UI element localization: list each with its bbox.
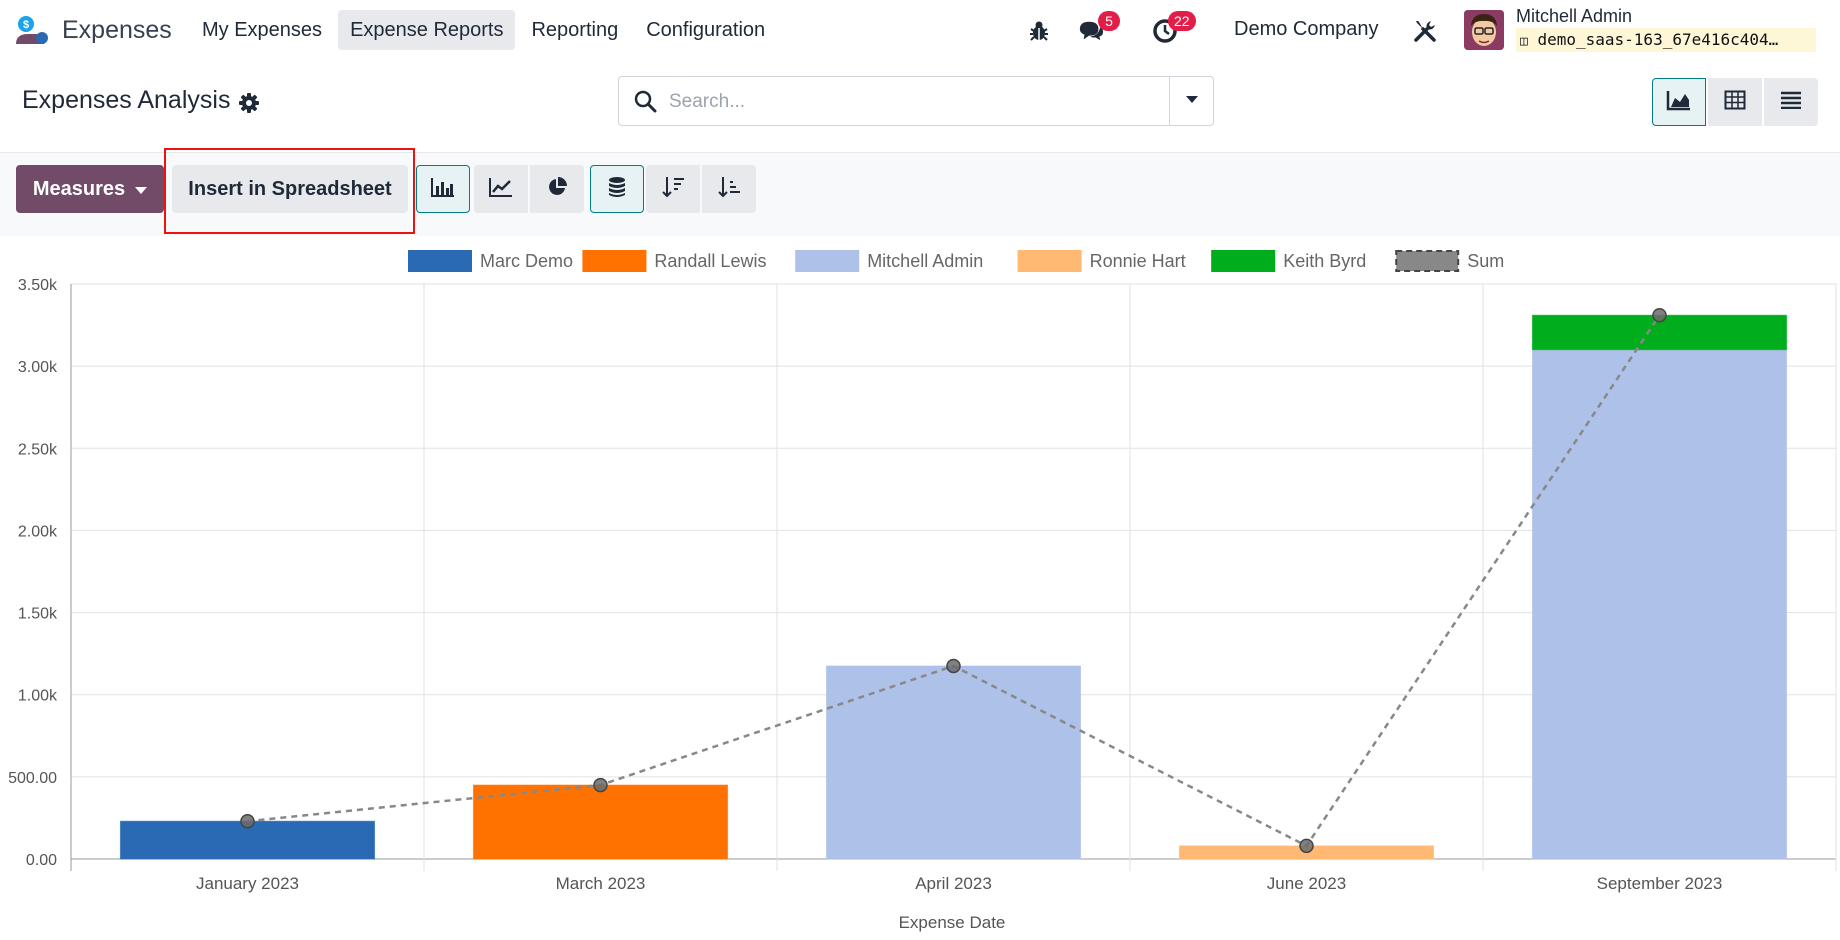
y-axis-ticks: 0.00 500.00 1.00k 1.50k 2.00k 2.50k 3.00k 3.50k: [8, 277, 58, 869]
sort-descending-button[interactable]: [646, 165, 700, 213]
sum-line: [240, 307, 1667, 854]
top-navbar: $ Expenses My Expenses Expense Reports R…: [0, 0, 1840, 60]
bar: [825, 665, 1082, 860]
legend-swatch: [1395, 250, 1460, 272]
legend-label: Keith Byrd: [1283, 251, 1366, 271]
menu-reporting[interactable]: Reporting: [531, 18, 619, 41]
sort-ascending-button[interactable]: [702, 165, 756, 213]
bug-icon[interactable]: [1026, 18, 1052, 44]
user-name[interactable]: Mitchell Admin: [1516, 6, 1633, 26]
legend-swatch: [1211, 250, 1276, 272]
legend-swatch: [582, 250, 647, 272]
activities-badge: 22: [1168, 11, 1196, 31]
bar-chart-icon: [431, 177, 455, 202]
caret-down-icon: [1185, 92, 1199, 110]
search-icon: [633, 89, 657, 113]
messages-badge: 5: [1098, 11, 1120, 31]
database-name: ◫ demo_saas-163_67e416c404…: [1516, 28, 1816, 52]
insert-in-spreadsheet-button[interactable]: Insert in Spreadsheet: [172, 165, 408, 213]
user-avatar[interactable]: [1464, 10, 1504, 50]
svg-text:$: $: [23, 19, 29, 31]
legend-label: Ronnie Hart: [1090, 251, 1186, 271]
pie-chart-button[interactable]: [530, 165, 584, 213]
line-chart-icon: [489, 177, 513, 202]
x-tick-label: March 2023: [556, 874, 646, 893]
page-title: Expenses Analysis: [22, 86, 231, 114]
expenses-bar-chart: Marc Demo Randall Lewis Mitchell Admin Ronn…: [8, 250, 1837, 932]
main-menu: My Expenses Expense Reports Reporting Co…: [190, 10, 777, 50]
stacked-toggle-button[interactable]: [590, 165, 644, 213]
legend-label: Marc Demo: [480, 251, 573, 271]
y-tick-label: 2.00k: [18, 523, 58, 540]
sort-ascending-icon: [717, 176, 741, 203]
messages-icon[interactable]: [1078, 18, 1104, 44]
x-axis-ticks: January 2023 March 2023 April 2023 June 202…: [196, 874, 1722, 893]
table-grid-icon: [1724, 90, 1746, 115]
menu-expense-reports[interactable]: Expense Reports: [338, 10, 516, 50]
y-tick-label: 0.00: [26, 852, 57, 869]
sum-point: [1299, 838, 1314, 854]
graph-view-button[interactable]: [1652, 78, 1706, 126]
company-switcher[interactable]: Demo Company: [1234, 18, 1379, 40]
database-icon: ◫: [1520, 34, 1528, 49]
y-tick-label: 1.50k: [18, 606, 58, 623]
list-view-button[interactable]: [1764, 78, 1818, 126]
x-tick-label: June 2023: [1267, 874, 1346, 893]
sum-point: [946, 658, 961, 674]
x-tick-label: January 2023: [196, 874, 299, 893]
search-options-toggle[interactable]: [1169, 77, 1213, 125]
measures-label: Measures: [32, 177, 126, 200]
y-tick-label: 500.00: [8, 770, 57, 787]
area-chart-icon: [1666, 89, 1692, 116]
bar: [1531, 349, 1788, 860]
chart-legend: Marc Demo Randall Lewis Mitchell Admin Ronn…: [408, 250, 1504, 272]
legend-label: Sum: [1467, 251, 1504, 271]
pie-chart-icon: [546, 176, 568, 203]
line-chart-button[interactable]: [474, 165, 528, 213]
legend-swatch: [1017, 250, 1082, 272]
activities-clock-icon[interactable]: [1152, 18, 1178, 44]
tools-icon[interactable]: [1412, 18, 1438, 44]
sum-point: [1652, 307, 1667, 323]
search-input[interactable]: [669, 87, 1139, 117]
legend-label: Randall Lewis: [654, 251, 766, 271]
legend-swatch: [408, 250, 472, 272]
caret-down-icon: [135, 178, 148, 201]
menu-my-expenses[interactable]: My Expenses: [202, 18, 323, 41]
sort-descending-icon: [661, 176, 685, 203]
gear-icon[interactable]: [238, 92, 260, 114]
x-tick-label: April 2023: [915, 874, 992, 893]
bar: [472, 784, 729, 860]
measures-dropdown-button[interactable]: Measures: [16, 165, 164, 213]
database-stack-icon: [607, 176, 627, 203]
y-tick-label: 3.50k: [18, 277, 58, 294]
list-icon: [1780, 91, 1802, 114]
legend-label: Mitchell Admin: [867, 251, 983, 271]
chart-bars: [119, 314, 1788, 860]
y-tick-label: 1.00k: [18, 688, 58, 705]
sum-point: [240, 813, 255, 829]
pivot-view-button[interactable]: [1708, 78, 1762, 126]
bar-chart-button[interactable]: [416, 165, 470, 213]
y-tick-label: 3.00k: [18, 359, 58, 376]
menu-configuration[interactable]: Configuration: [646, 18, 766, 41]
search-bar: [618, 76, 1214, 126]
expenses-app-icon[interactable]: $: [14, 14, 50, 46]
sum-point: [593, 777, 608, 793]
x-tick-label: September 2023: [1597, 874, 1723, 893]
app-name[interactable]: Expenses: [62, 16, 172, 44]
y-tick-label: 2.50k: [18, 441, 58, 458]
view-switcher: [1652, 78, 1818, 126]
x-axis-label: Expense Date: [899, 913, 1006, 932]
database-label: demo_saas-163_67e416c404…: [1537, 30, 1779, 49]
legend-swatch: [795, 250, 860, 272]
